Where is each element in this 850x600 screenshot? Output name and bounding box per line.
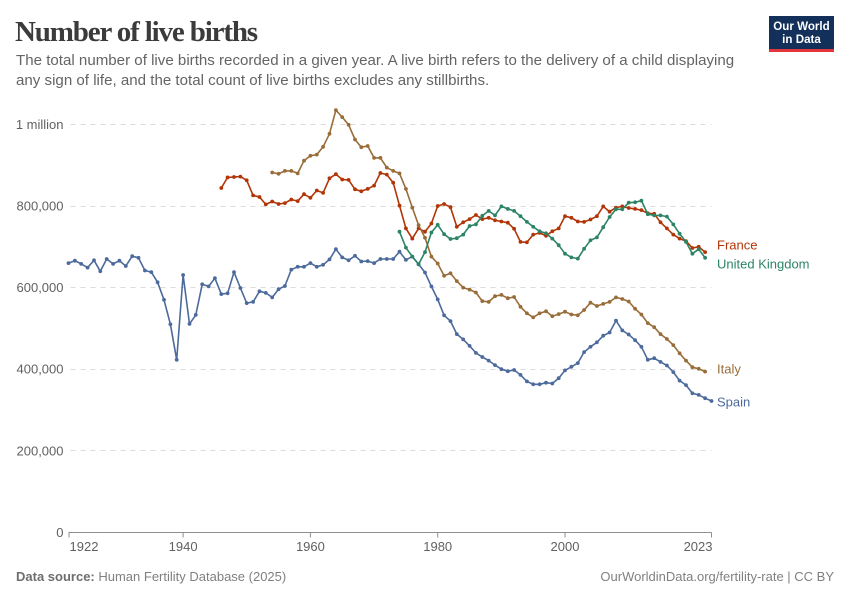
svg-text:0: 0 [56,525,63,540]
svg-text:United Kingdom: United Kingdom [717,257,810,272]
svg-text:600,000: 600,000 [17,280,64,295]
svg-text:1 million: 1 million [16,117,64,132]
svg-text:200,000: 200,000 [17,443,64,458]
svg-text:1922: 1922 [70,539,99,554]
svg-text:800,000: 800,000 [17,199,64,214]
svg-text:400,000: 400,000 [17,362,64,377]
svg-text:Italy: Italy [717,362,741,377]
svg-text:1980: 1980 [423,539,452,554]
svg-text:Spain: Spain [717,395,750,410]
svg-text:1940: 1940 [169,539,198,554]
svg-text:France: France [717,238,757,253]
svg-text:2000: 2000 [551,539,580,554]
svg-text:2023: 2023 [684,539,713,554]
svg-text:1960: 1960 [296,539,325,554]
